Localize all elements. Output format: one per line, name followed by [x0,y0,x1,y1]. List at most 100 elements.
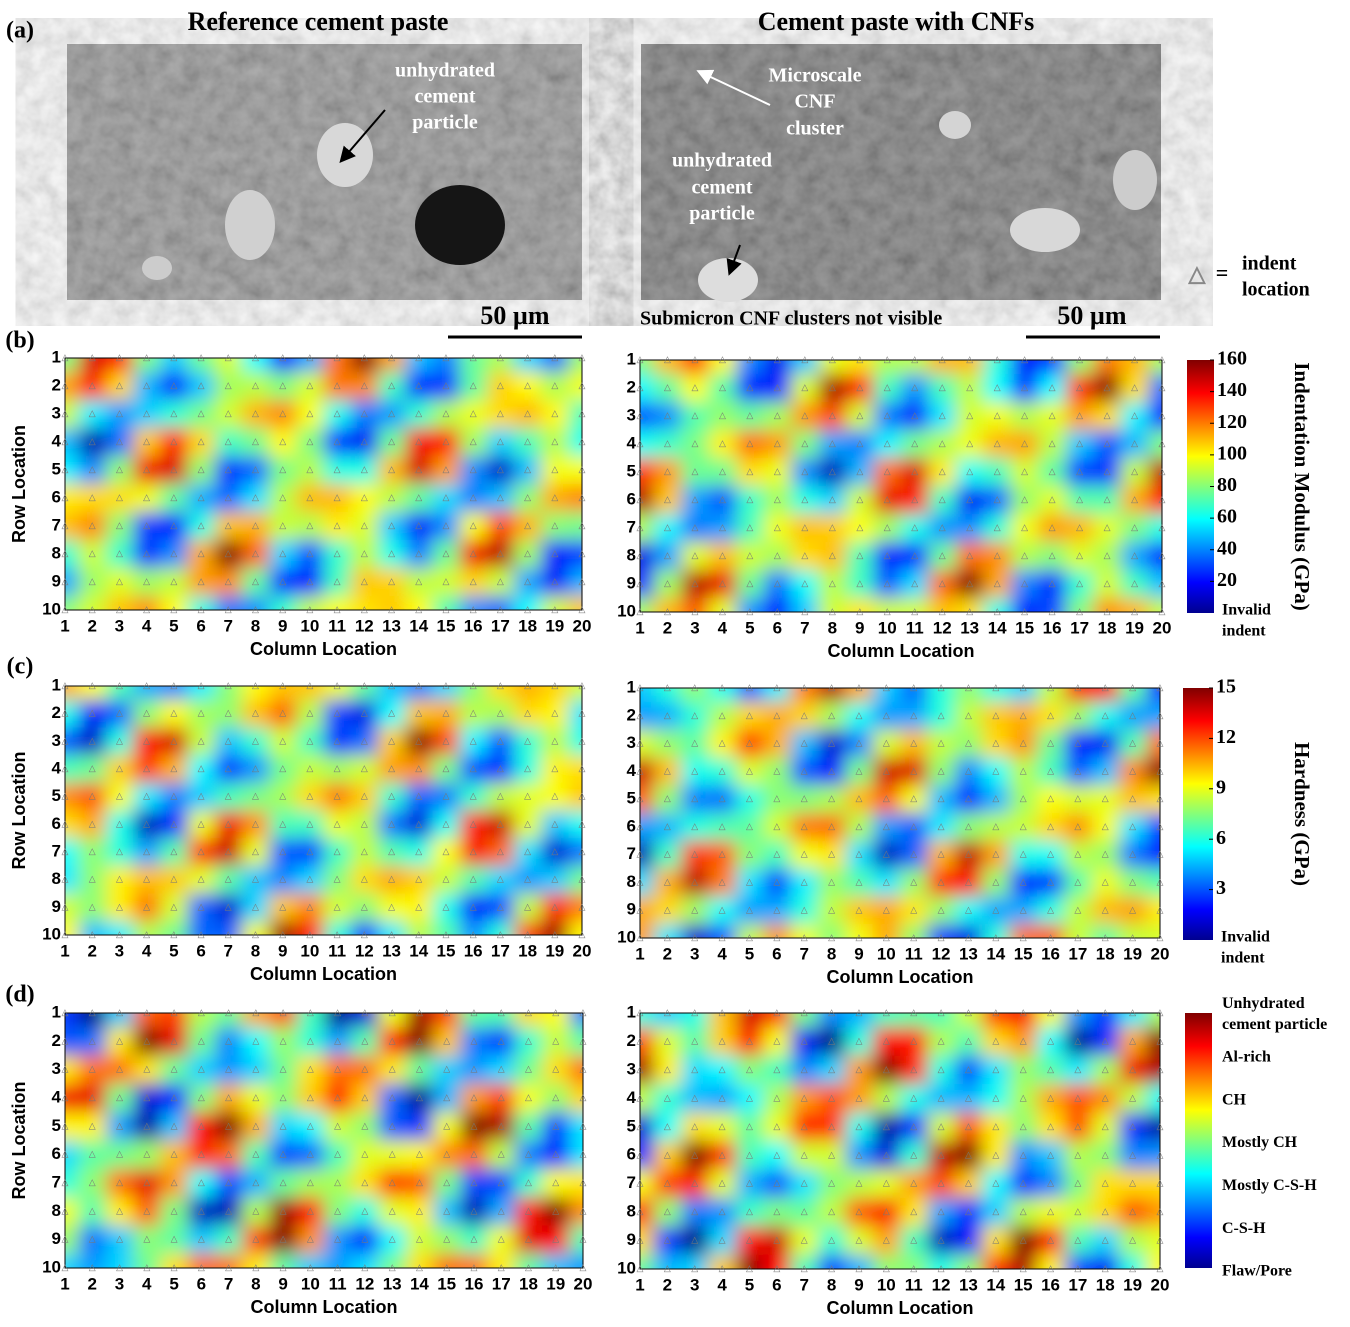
indent-marker: △ [279,492,286,502]
indent-marker: △ [389,1092,396,1102]
indent-marker: △ [497,464,504,474]
indent-marker: △ [170,791,177,801]
indent-marker: △ [883,1064,890,1074]
contour-map [51,672,596,950]
indent-marker: △ [361,1149,368,1159]
indent-marker: △ [856,494,863,504]
indent-marker: △ [279,604,286,614]
indent-marker: △ [416,1092,423,1102]
row-tick-label: 8 [627,545,636,564]
indent-marker: △ [938,682,945,692]
indent-marker: △ [828,793,835,803]
indent-marker: △ [552,1092,559,1102]
indent-marker: △ [1074,793,1081,803]
indent-marker: △ [307,1177,314,1187]
indent-marker: △ [883,932,890,942]
indent-marker: △ [637,1036,644,1046]
indent-marker: △ [637,1149,644,1159]
indent-marker: △ [252,1149,259,1159]
indent-marker: △ [1129,765,1136,775]
indent-marker: △ [746,494,753,504]
indent-marker: △ [1129,1206,1136,1216]
column-tick-label: 3 [690,1275,699,1294]
indent-marker: △ [470,548,477,558]
indent-marker: △ [1159,410,1166,420]
indent-marker: △ [252,846,259,856]
category-label: Flaw/Pore [1222,1263,1292,1280]
indent-marker: △ [965,682,972,692]
indent-marker: △ [388,846,395,856]
indent-marker: △ [801,1036,808,1046]
indent-marker: △ [664,1121,671,1131]
indent-marker: △ [252,548,259,558]
column-tick-label: 20 [573,941,592,960]
indent-marker: △ [910,904,917,914]
column-tick-label: 17 [491,616,510,635]
indent-marker: △ [1131,354,1138,364]
indent-marker: △ [773,1121,780,1131]
indent-marker: △ [361,818,368,828]
indent-marker: △ [525,1064,532,1074]
column-tick-label: 8 [828,618,837,637]
indent-marker: △ [279,380,286,390]
indent-marker: △ [746,606,753,616]
column-tick-label: 5 [745,1275,754,1294]
indent-marker: △ [198,846,205,856]
indent-marker: △ [774,466,781,476]
indent-marker: △ [89,846,96,856]
indent-marker: △ [965,1206,972,1216]
indent-marker: △ [225,436,232,446]
indent-marker: △ [637,438,644,448]
indent-marker: △ [524,763,531,773]
indent-marker: △ [664,522,671,532]
indent-marker: △ [470,1120,477,1130]
indent-marker: △ [966,550,973,560]
indent-marker: △ [910,1206,917,1216]
indent-marker: △ [773,682,780,692]
column-tick-label: 2 [663,944,672,963]
indent-marker: △ [361,604,368,614]
column-tick-label: 14 [988,618,1007,637]
indent-marker: △ [965,710,972,720]
indent-marker: △ [416,1177,423,1187]
indent-marker: △ [524,408,531,418]
colorbar-tick-label: 140 [1217,379,1247,401]
column-tick-label: 17 [1068,1275,1087,1294]
indent-marker: △ [580,1177,587,1187]
indent-marker: △ [334,1007,341,1017]
indent-marker: △ [470,492,477,502]
indent-marker: △ [551,735,558,745]
column-title: Reference cement paste [188,7,449,36]
indent-marker: △ [746,821,753,831]
indent-marker: △ [910,1092,917,1102]
indent-marker: △ [551,604,558,614]
column-tick-label: 14 [409,616,428,635]
indent-marker: △ [580,1262,587,1272]
indent-marker: △ [198,1234,205,1244]
indent-marker: △ [361,492,368,502]
indent-marker: △ [361,708,368,718]
indent-marker: △ [279,408,286,418]
indent-marker: △ [252,1205,259,1215]
indent-marker: △ [1076,606,1083,616]
indent-marker: △ [883,1235,890,1245]
indent-marker: △ [252,604,259,614]
column-tick-label: 12 [932,944,951,963]
indent-marker: △ [442,352,449,362]
indent-marker: △ [334,576,341,586]
column-tick-label: 20 [1151,1275,1170,1294]
indent-marker: △ [1159,438,1166,448]
indent-marker: △ [1049,354,1056,364]
indent-marker: △ [719,410,726,420]
indent-marker: △ [1102,849,1109,859]
indent-marker: △ [551,492,558,502]
indent-marker: △ [1047,1121,1054,1131]
indent-marker: △ [746,877,753,887]
indent-marker: △ [62,492,69,502]
indent-marker: △ [252,1007,259,1017]
indent-marker: △ [252,408,259,418]
row-tick-label: 9 [627,573,636,592]
indent-marker: △ [773,1235,780,1245]
indent-marker: △ [1020,1036,1027,1046]
category-label: cement particle [1222,1016,1327,1033]
